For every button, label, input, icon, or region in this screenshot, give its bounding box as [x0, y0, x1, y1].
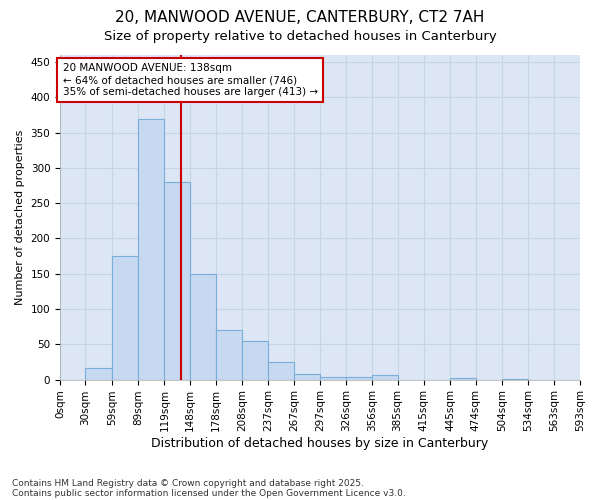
Text: 20 MANWOOD AVENUE: 138sqm
← 64% of detached houses are smaller (746)
35% of semi: 20 MANWOOD AVENUE: 138sqm ← 64% of detac…	[62, 64, 318, 96]
Text: 20, MANWOOD AVENUE, CANTERBURY, CT2 7AH: 20, MANWOOD AVENUE, CANTERBURY, CT2 7AH	[115, 10, 485, 25]
Bar	[294, 374, 320, 380]
Bar	[85, 368, 112, 380]
Bar	[346, 378, 372, 380]
Bar	[502, 379, 528, 380]
Bar	[164, 182, 190, 380]
Bar	[320, 378, 346, 380]
Bar	[190, 274, 216, 380]
Bar	[372, 374, 398, 380]
Text: Contains public sector information licensed under the Open Government Licence v3: Contains public sector information licen…	[12, 488, 406, 498]
Bar	[138, 118, 164, 380]
Y-axis label: Number of detached properties: Number of detached properties	[15, 130, 25, 305]
Bar	[216, 330, 242, 380]
Bar	[268, 362, 294, 380]
Bar	[450, 378, 476, 380]
X-axis label: Distribution of detached houses by size in Canterbury: Distribution of detached houses by size …	[151, 437, 488, 450]
Text: Contains HM Land Registry data © Crown copyright and database right 2025.: Contains HM Land Registry data © Crown c…	[12, 478, 364, 488]
Bar	[112, 256, 138, 380]
Bar	[242, 341, 268, 380]
Text: Size of property relative to detached houses in Canterbury: Size of property relative to detached ho…	[104, 30, 496, 43]
